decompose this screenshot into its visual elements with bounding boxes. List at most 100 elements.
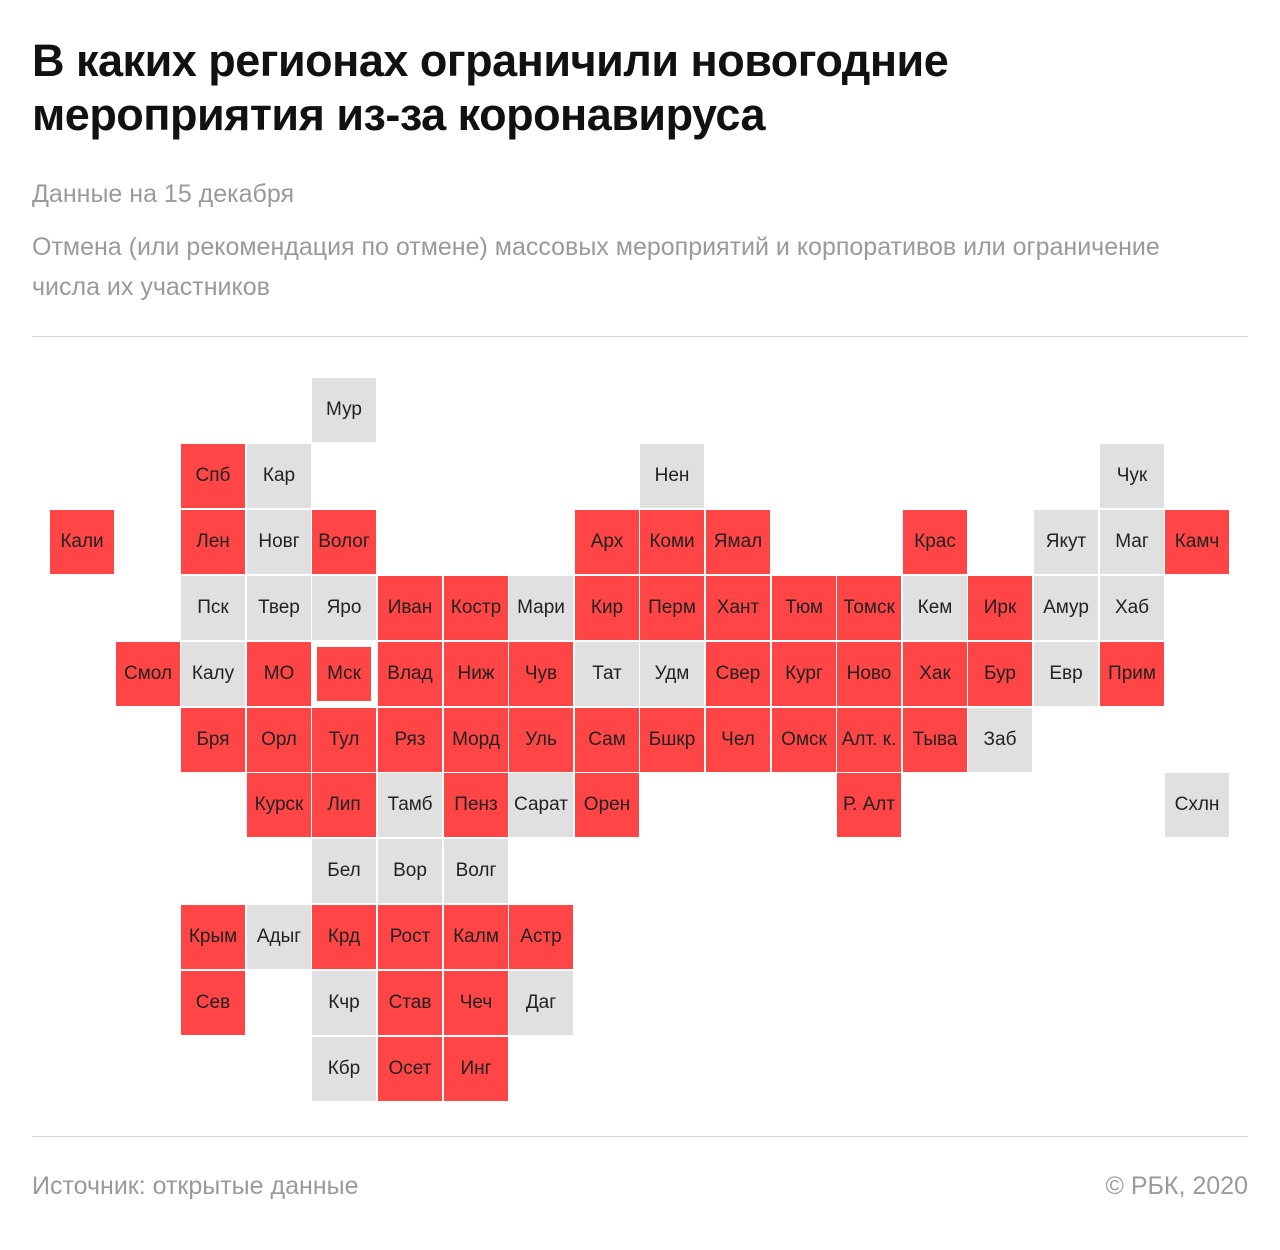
- region-label: Омск: [781, 729, 827, 750]
- region-tile: Бур: [968, 642, 1032, 706]
- region-label: Мари: [517, 597, 565, 618]
- region-label: Алт. к.: [841, 729, 897, 750]
- region-tile: Нен: [640, 444, 704, 508]
- region-tile: Пенз: [444, 773, 508, 837]
- region-label: Маг: [1115, 531, 1149, 552]
- region-tile: Крым: [181, 905, 245, 969]
- region-label: Кбр: [327, 1058, 361, 1079]
- region-tile: Орл: [247, 708, 311, 772]
- region-tile: Мари: [509, 576, 573, 640]
- region-tile: МО: [247, 642, 311, 706]
- region-tile: Хаб: [1100, 576, 1164, 640]
- top-divider: [32, 336, 1248, 337]
- region-label: Бур: [984, 663, 1016, 684]
- region-tile: Хант: [706, 576, 770, 640]
- region-label: Хант: [716, 597, 760, 618]
- region-tile: Смол: [116, 642, 180, 706]
- region-label: Чув: [524, 663, 558, 684]
- region-tile: Чеч: [444, 971, 508, 1035]
- region-label: Влад: [387, 663, 433, 684]
- region-tile: Свер: [706, 642, 770, 706]
- region-tile: Заб: [968, 708, 1032, 772]
- page-title: В каких регионах ограничили новогодние м…: [32, 35, 949, 140]
- region-label: Тамб: [387, 794, 433, 815]
- region-label: Волог: [318, 531, 370, 552]
- region-label: Прим: [1108, 663, 1156, 684]
- region-tile: Волог: [312, 510, 376, 574]
- region-label: Чук: [1116, 465, 1148, 486]
- region-tile: Лен: [181, 510, 245, 574]
- region-label: Арх: [590, 531, 624, 552]
- region-tile: Тыва: [903, 708, 967, 772]
- region-label: Кем: [917, 597, 953, 618]
- region-tile: Коми: [640, 510, 704, 574]
- region-tile: Ново: [837, 642, 901, 706]
- region-label: Став: [388, 992, 432, 1013]
- region-tile: Иван: [378, 576, 442, 640]
- region-tile: Удм: [640, 642, 704, 706]
- region-label: Евр: [1049, 663, 1083, 684]
- region-tile: Сарат: [509, 773, 573, 837]
- region-label: Тыва: [912, 729, 958, 750]
- region-label: Амур: [1043, 597, 1089, 618]
- region-label: Р. Алт: [842, 794, 896, 815]
- region-tile: Бел: [312, 839, 376, 903]
- region-tile: Арх: [575, 510, 639, 574]
- region-tile: Томск: [837, 576, 901, 640]
- region-label: Томск: [843, 597, 895, 618]
- region-label: Бшкр: [648, 729, 696, 750]
- region-label: Ряз: [394, 729, 426, 750]
- region-tile: Став: [378, 971, 442, 1035]
- region-tile: Калм: [444, 905, 508, 969]
- region-label: МО: [263, 663, 295, 684]
- region-label: Кург: [785, 663, 823, 684]
- region-label: Инг: [460, 1058, 492, 1079]
- region-tile: Камч: [1165, 510, 1229, 574]
- region-tile: Ряз: [378, 708, 442, 772]
- region-label: Сарат: [514, 794, 568, 815]
- region-tile: Тул: [312, 708, 376, 772]
- region-tile: Схлн: [1165, 773, 1229, 837]
- region-label: Орен: [583, 794, 631, 815]
- region-tile: Сев: [181, 971, 245, 1035]
- region-label: Кчр: [328, 992, 360, 1013]
- region-tile: Морд: [444, 708, 508, 772]
- region-label: Схлн: [1174, 794, 1220, 815]
- region-tile: Астр: [509, 905, 573, 969]
- region-label: Свер: [715, 663, 761, 684]
- region-label: Осет: [388, 1058, 432, 1079]
- bottom-divider: [32, 1136, 1248, 1137]
- region-tile: Ниж: [444, 642, 508, 706]
- data-date: Данные на 15 декабря: [32, 180, 295, 208]
- region-tile: Омск: [772, 708, 836, 772]
- region-tile: Тамб: [378, 773, 442, 837]
- region-tile: Перм: [640, 576, 704, 640]
- region-label: Коми: [649, 531, 695, 552]
- region-tile: Вор: [378, 839, 442, 903]
- region-label: Адыг: [256, 926, 302, 947]
- region-tile: Костр: [444, 576, 508, 640]
- region-tile: Кург: [772, 642, 836, 706]
- region-label: Уль: [525, 729, 557, 750]
- region-tile: Адыг: [247, 905, 311, 969]
- region-label: Твер: [258, 597, 300, 618]
- region-tile: Амур: [1034, 576, 1098, 640]
- region-tile: Крд: [312, 905, 376, 969]
- region-tile: Даг: [509, 971, 573, 1035]
- region-label: Астр: [520, 926, 562, 947]
- region-tile: Яро: [312, 576, 376, 640]
- region-label: Перм: [648, 597, 696, 618]
- copyright-note: © РБК, 2020: [1105, 1172, 1248, 1200]
- region-label: Ново: [846, 663, 892, 684]
- region-label: Спб: [195, 465, 231, 486]
- region-tile: Бшкр: [640, 708, 704, 772]
- region-label: Крд: [327, 926, 361, 947]
- region-tile: Спб: [181, 444, 245, 508]
- region-label: Пенз: [454, 794, 498, 815]
- region-tile: Кали: [50, 510, 114, 574]
- region-label: Курск: [254, 794, 304, 815]
- region-tile: Мур: [312, 378, 376, 442]
- region-label: Хаб: [1114, 597, 1150, 618]
- region-label: Кир: [590, 597, 624, 618]
- region-label: Тул: [328, 729, 360, 750]
